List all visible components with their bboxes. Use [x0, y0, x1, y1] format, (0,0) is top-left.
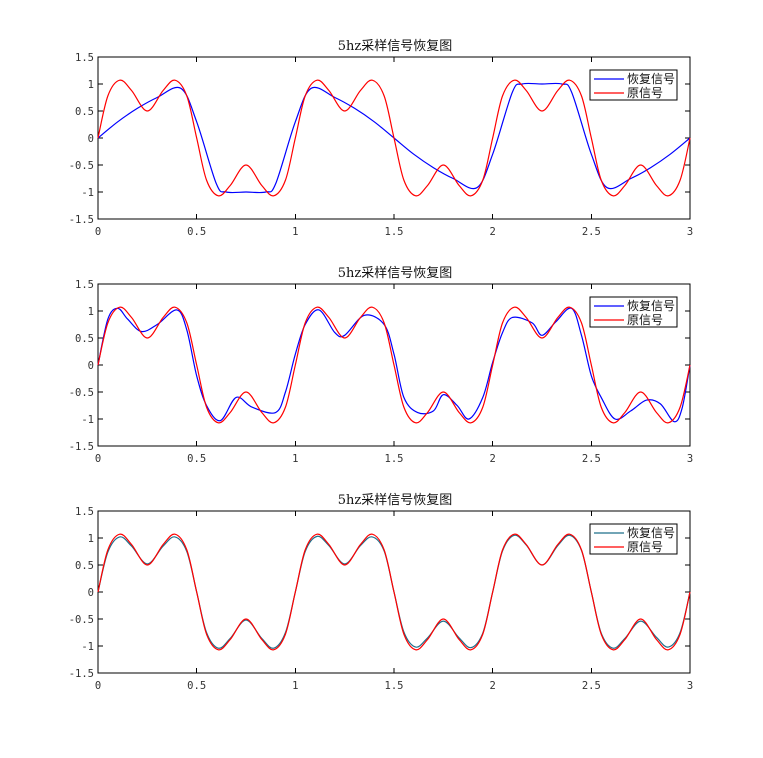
y-tick-label: 0 — [88, 133, 94, 145]
x-tick-label: 0.5 — [187, 680, 206, 692]
y-tick-label: -1 — [81, 187, 94, 199]
x-tick-label: 2 — [490, 226, 496, 238]
series-group-2 — [97, 306, 691, 424]
x-tick-label: 0 — [95, 226, 101, 238]
y-tick-label: -1 — [81, 414, 94, 426]
y-tick-label: 0.5 — [75, 106, 94, 118]
y-tick-label: -0.5 — [69, 614, 94, 626]
legend-1: 恢复信号 原信号 — [589, 69, 678, 101]
x-tick-label: 0 — [95, 680, 101, 692]
x-tick-label: 1.5 — [385, 453, 404, 465]
y-tick-label: 1.5 — [75, 506, 94, 518]
series-line-recovered — [97, 307, 691, 423]
y-tick-label: 0 — [88, 587, 94, 599]
x-tick-label: 2 — [490, 680, 496, 692]
x-tick-label: 0 — [95, 453, 101, 465]
x-tick-label: 2.5 — [582, 680, 601, 692]
series-line-original — [97, 306, 691, 424]
series-group-1 — [97, 79, 691, 197]
x-tick-label: 3 — [687, 226, 693, 238]
series-line-original — [97, 79, 691, 197]
x-tick-label: 1.5 — [385, 680, 404, 692]
ticks-1: 0 0.5 1 1.5 2 2.5 3 -1.5 -1 -0.5 0 0.5 1 1.5 — [69, 52, 693, 238]
x-tick-label: 0.5 — [187, 226, 206, 238]
y-tick-label: -0.5 — [69, 160, 94, 172]
legend-box-1 — [589, 69, 678, 101]
x-tick-label: 1 — [292, 680, 298, 692]
legend-box-2 — [589, 296, 678, 328]
ticks-3: 0 0.5 1 1.5 2 2.5 3 -1.5 -1 -0.5 0 0.5 1 1.5 — [69, 506, 693, 692]
legend-label-2-1: 原信号 — [627, 313, 663, 327]
legend-label-3-1: 原信号 — [627, 540, 663, 554]
y-tick-label: -1.5 — [69, 441, 94, 453]
y-tick-label: 0.5 — [75, 333, 94, 345]
chart-title-3: 5hz采样信号恢复图 — [338, 493, 453, 508]
y-tick-label: -0.5 — [69, 387, 94, 399]
series-group-3 — [97, 533, 691, 651]
x-tick-label: 2 — [490, 453, 496, 465]
subplot-2: 5hz采样信号恢复图 0 0.5 1 1.5 2 2.5 3 -1.5 -1 -0.5 0 0.5 1 1… — [69, 266, 693, 465]
y-tick-label: 1 — [88, 79, 94, 91]
y-tick-label: -1 — [81, 641, 94, 653]
y-tick-label: 1 — [88, 306, 94, 318]
chart-title-2: 5hz采样信号恢复图 — [338, 266, 453, 281]
y-tick-label: 0.5 — [75, 560, 94, 572]
ticks-2: 0 0.5 1 1.5 2 2.5 3 -1.5 -1 -0.5 0 0.5 1 1.5 — [69, 279, 693, 465]
legend-label-2-0: 恢复信号 — [627, 299, 675, 313]
y-tick-label: -1.5 — [69, 214, 94, 226]
y-tick-label: 0 — [88, 360, 94, 372]
x-tick-label: 2.5 — [582, 453, 601, 465]
legend-box-3 — [589, 523, 678, 555]
y-tick-label: -1.5 — [69, 668, 94, 680]
subplot-1: 5hz采样信号恢复图 0 0.5 1 1.5 2 2.5 3 -1.5 -1 -0.5 0 0.5 1 1… — [69, 39, 693, 238]
chart-title-1: 5hz采样信号恢复图 — [338, 39, 453, 54]
x-tick-label: 1.5 — [385, 226, 404, 238]
x-tick-label: 3 — [687, 453, 693, 465]
y-tick-label: 1 — [88, 533, 94, 545]
legend-3: 恢复信号 原信号 — [589, 523, 678, 555]
x-tick-label: 1 — [292, 453, 298, 465]
x-tick-label: 0.5 — [187, 453, 206, 465]
y-tick-label: 1.5 — [75, 52, 94, 64]
x-tick-label: 3 — [687, 680, 693, 692]
legend-label-1-0: 恢复信号 — [627, 72, 675, 86]
legend-label-1-1: 原信号 — [627, 86, 663, 100]
y-tick-label: 1.5 — [75, 279, 94, 291]
subplot-3: 5hz采样信号恢复图 0 0.5 1 1.5 2 2.5 3 -1.5 -1 -0.5 0 0.5 1 1… — [69, 493, 693, 692]
legend-label-3-0: 恢复信号 — [627, 526, 675, 540]
series-line-original — [97, 533, 691, 651]
legend-2: 恢复信号 原信号 — [589, 296, 678, 328]
x-tick-label: 1 — [292, 226, 298, 238]
x-tick-label: 2.5 — [582, 226, 601, 238]
